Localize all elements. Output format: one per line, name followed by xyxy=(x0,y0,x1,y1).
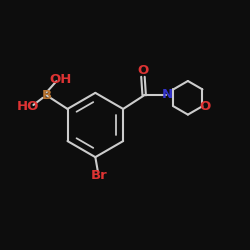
Text: O: O xyxy=(200,100,211,113)
Text: HO: HO xyxy=(17,100,39,113)
Text: O: O xyxy=(137,64,148,77)
Text: B: B xyxy=(42,89,51,102)
Text: N: N xyxy=(162,88,173,101)
Text: OH: OH xyxy=(49,73,71,86)
Text: Br: Br xyxy=(91,169,108,182)
